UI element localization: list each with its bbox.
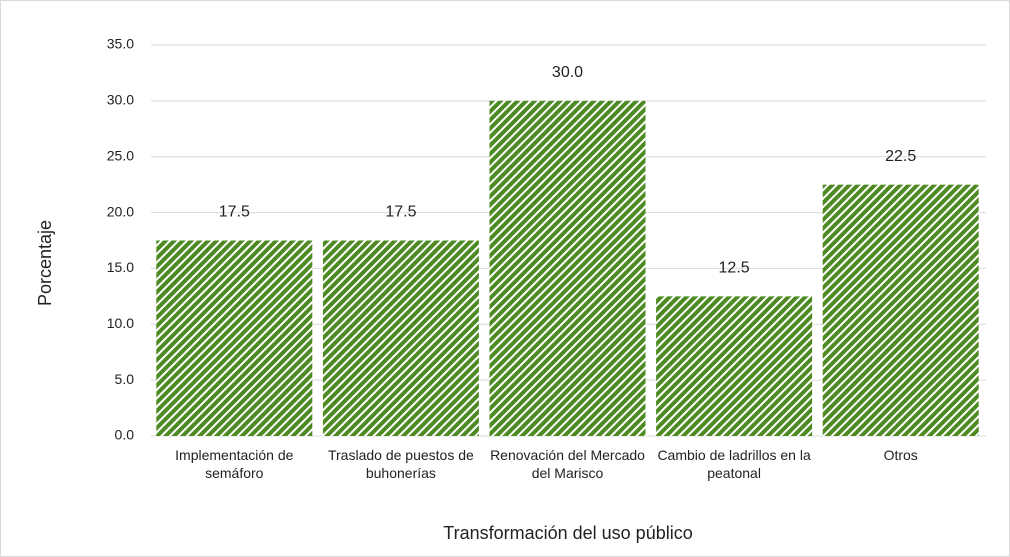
y-tick-label: 10.0 xyxy=(107,315,134,331)
bar xyxy=(322,240,479,436)
data-label: 30.0 xyxy=(552,64,583,81)
y-tick-label: 5.0 xyxy=(115,371,135,387)
data-label: 17.5 xyxy=(219,204,250,221)
x-tick-label: Otros xyxy=(883,447,918,463)
y-tick-label: 30.0 xyxy=(107,92,134,108)
x-axis-title: Transformación del uso público xyxy=(443,523,692,543)
y-axis-title: Porcentaje xyxy=(35,220,55,306)
x-tick-label: Cambio de ladrillos en la peatonal xyxy=(657,447,811,481)
data-label: 12.5 xyxy=(719,260,750,277)
data-label: 17.5 xyxy=(385,204,416,221)
x-tick-label: Renovación del Mercado del Marisco xyxy=(490,447,645,481)
y-tick-label: 35.0 xyxy=(107,36,134,52)
bar xyxy=(656,296,813,436)
bar xyxy=(489,100,646,436)
y-tick-label: 0.0 xyxy=(115,427,135,443)
y-tick-label: 15.0 xyxy=(107,259,134,275)
data-label: 22.5 xyxy=(885,148,916,165)
y-tick-label: 20.0 xyxy=(107,203,134,219)
bar xyxy=(156,240,313,436)
bar xyxy=(822,184,979,436)
y-tick-label: 25.0 xyxy=(107,147,134,163)
x-tick-label: Implementación de semáforo xyxy=(175,447,294,481)
x-tick-label: Traslado de puestos de buhonerías xyxy=(327,447,474,481)
